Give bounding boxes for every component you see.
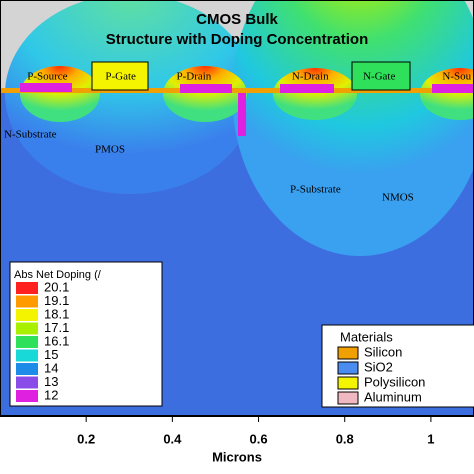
p-drain-junction: [163, 66, 247, 122]
colorbar-label: 15: [44, 347, 58, 362]
region-label: N-Gate: [363, 71, 395, 83]
annotation: PMOS: [95, 144, 125, 156]
colorbar-label: 16.1: [44, 333, 69, 348]
colorbar-label: 20.1: [44, 279, 69, 294]
pmos-well: [5, 0, 255, 194]
n-drain-junction: [273, 68, 357, 120]
x-tick-label: 0.4: [163, 431, 182, 446]
n-source-junction: [420, 68, 474, 120]
material-label: Polysilicon: [364, 374, 425, 389]
nmos-well: [232, 0, 474, 256]
material-swatch: [337, 391, 359, 405]
colorbar-label: 13: [44, 374, 58, 389]
material-label: SiO2: [364, 359, 393, 374]
region-label: P-Source: [27, 71, 67, 83]
colorbar-label: 12: [44, 387, 58, 402]
colorbar-swatch: [16, 295, 38, 308]
region-label: N-Drain: [292, 71, 329, 83]
material-label: Silicon: [364, 344, 402, 359]
contact: [432, 84, 474, 93]
colorbar-label: 14: [44, 360, 58, 375]
colorbar-label: 19.1: [44, 293, 69, 308]
x-axis-label: Microns: [212, 449, 262, 464]
chart-title: CMOS Bulk: [196, 11, 278, 28]
region-label: P-Drain: [176, 71, 211, 83]
colorbar-swatch: [16, 363, 38, 375]
material-swatch: [337, 376, 359, 390]
isolation-trench: [238, 92, 246, 136]
p-source-junction: [20, 66, 100, 122]
colorbar-swatch: [16, 376, 38, 389]
material-label: Aluminum: [364, 389, 422, 404]
region-label: N-Sou: [442, 71, 471, 83]
colorbar-swatch: [16, 282, 38, 294]
frame: [0, 0, 474, 417]
colorbar-swatch: [16, 309, 38, 321]
colorbar-swatch: [16, 336, 38, 348]
colorbar-swatch: [16, 390, 38, 402]
chart-subtitle: Structure with Doping Concentration: [106, 31, 369, 48]
contact: [20, 83, 72, 92]
region-label: P-Gate: [105, 71, 136, 83]
colorbar-swatch: [16, 322, 38, 335]
x-tick-label: 1: [427, 431, 434, 446]
x-tick-label: 0.6: [250, 431, 268, 446]
n-gate: [351, 61, 411, 91]
annotation: NMOS: [382, 192, 414, 204]
oxide-line: [0, 88, 474, 93]
x-tick-label: 0.2: [77, 431, 95, 446]
colorbar-label: 18.1: [44, 306, 69, 321]
colorbar-title: Abs Net Doping (/: [14, 269, 102, 281]
colorbar-label: 17.1: [44, 320, 69, 335]
annotation: N-Substrate: [4, 129, 57, 141]
p-gate: [91, 61, 149, 91]
annotation: P-Substrate: [290, 184, 341, 196]
contact: [280, 84, 334, 93]
material-swatch: [337, 346, 359, 360]
colorbar-swatch: [16, 349, 38, 362]
x-tick-label: 0.8: [336, 431, 354, 446]
material-swatch: [337, 361, 359, 375]
materials-title: Materials: [340, 329, 393, 344]
contact: [180, 84, 232, 93]
